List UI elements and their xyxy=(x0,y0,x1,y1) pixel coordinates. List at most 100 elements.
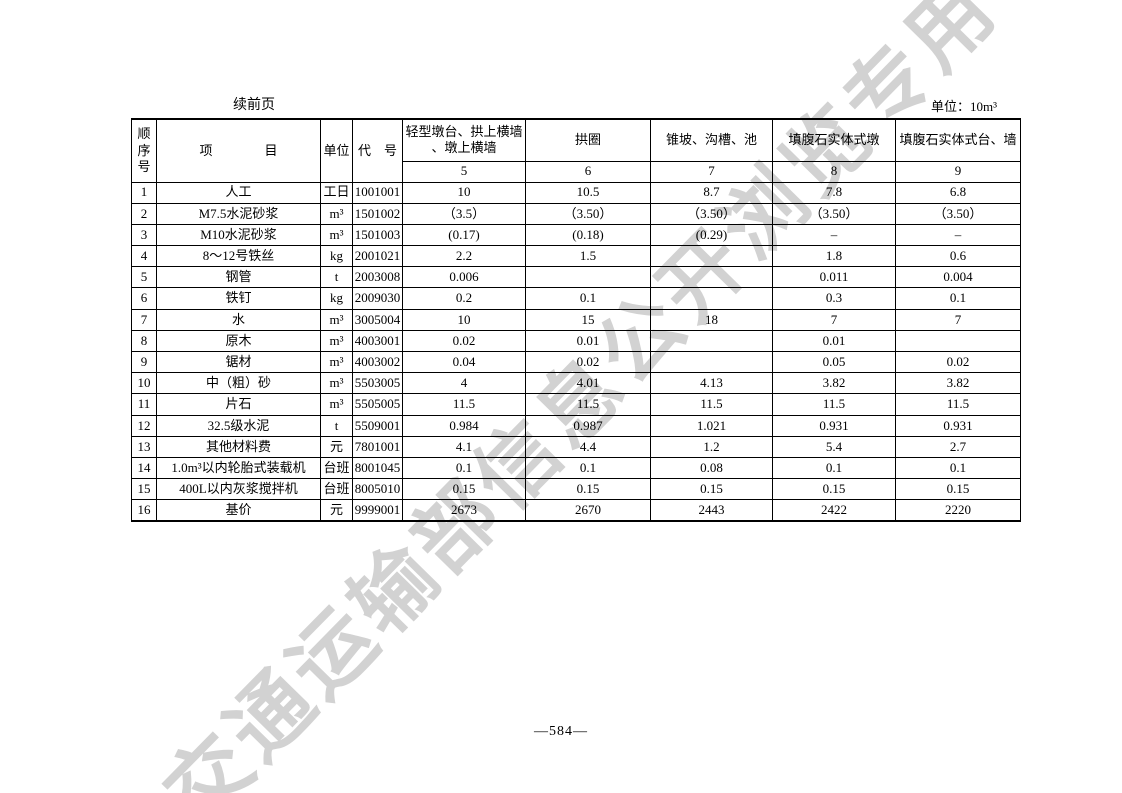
value-col7 xyxy=(650,329,773,353)
row-seq: 5 xyxy=(131,266,157,289)
value-col9: 3.82 xyxy=(895,372,1021,395)
table-row: 1 人工 工日 1001001 10 10.5 8.7 7.8 6.8 xyxy=(131,181,1021,204)
row-seq: 13 xyxy=(131,435,157,458)
value-col5: 0.04 xyxy=(402,350,526,374)
item-name: 1.0m³以内轮胎式装载机 xyxy=(156,456,321,480)
value-col7: 0.15 xyxy=(650,478,773,501)
value-col6: 2670 xyxy=(525,499,651,522)
item-name: 400L以内灰浆搅拌机 xyxy=(156,478,321,501)
row-seq: 14 xyxy=(131,456,157,480)
header-col-num-9: 9 xyxy=(895,160,1021,183)
value-col8: 0.01 xyxy=(772,329,896,353)
header-item: 项 目 xyxy=(156,118,321,183)
row-seq: 11 xyxy=(131,393,157,416)
item-code: 5509001 xyxy=(352,414,403,437)
row-seq: 3 xyxy=(131,223,157,247)
value-col5: 11.5 xyxy=(402,393,526,416)
value-col6: 0.1 xyxy=(525,287,651,310)
item-name: 8～12号铁丝 xyxy=(156,245,321,268)
header-code: 代 号 xyxy=(352,118,403,183)
value-col8: 11.5 xyxy=(772,393,896,416)
row-seq: 6 xyxy=(131,287,157,310)
item-name: 片石 xyxy=(156,393,321,416)
value-col9: 0.004 xyxy=(895,266,1021,289)
table-row: 15 400L以内灰浆搅拌机 台班 8005010 0.15 0.15 0.15… xyxy=(131,478,1021,501)
item-name: 钢管 xyxy=(156,266,321,289)
item-code: 2001021 xyxy=(352,245,403,268)
value-col8: – xyxy=(772,223,896,247)
item-unit: m³ xyxy=(320,329,353,353)
row-seq: 1 xyxy=(131,181,157,204)
header-col-6: 拱圈 xyxy=(525,118,651,162)
value-col7: 8.7 xyxy=(650,181,773,204)
value-col7: 11.5 xyxy=(650,393,773,416)
value-col7: 0.08 xyxy=(650,456,773,480)
value-col5: 10 xyxy=(402,308,526,331)
page-number: —584— xyxy=(534,724,588,739)
value-col9: （3.50） xyxy=(895,202,1021,225)
item-unit: 元 xyxy=(320,499,353,522)
value-col6: 1.5 xyxy=(525,245,651,268)
row-seq: 2 xyxy=(131,202,157,225)
value-col8: 7 xyxy=(772,308,896,331)
item-code: 8001045 xyxy=(352,456,403,480)
table-row: 11 片石 m³ 5505005 11.5 11.5 11.5 11.5 11.… xyxy=(131,393,1021,416)
item-unit: m³ xyxy=(320,223,353,247)
value-col5: 0.2 xyxy=(402,287,526,310)
item-unit: 台班 xyxy=(320,456,353,480)
value-col9 xyxy=(895,329,1021,353)
row-seq: 12 xyxy=(131,414,157,437)
value-col5: 0.1 xyxy=(402,456,526,480)
row-seq: 10 xyxy=(131,372,157,395)
value-col9: 0.1 xyxy=(895,456,1021,480)
header-col-8: 填腹石实体式墩 xyxy=(772,118,896,162)
header-col-5: 轻型墩台、拱上横墙 、墩上横墙 xyxy=(402,118,526,162)
table-row: 4 8～12号铁丝 kg 2001021 2.2 1.5 1.8 0.6 xyxy=(131,245,1021,268)
value-col5: 10 xyxy=(402,181,526,204)
value-col6: 0.987 xyxy=(525,414,651,437)
value-col6: 4.4 xyxy=(525,435,651,458)
header-col-7: 锥坡、沟槽、池 xyxy=(650,118,773,162)
value-col9: 0.02 xyxy=(895,350,1021,374)
value-col9: 7 xyxy=(895,308,1021,331)
table-header-number-row: 5 6 7 8 9 xyxy=(132,160,1021,183)
row-seq: 8 xyxy=(131,329,157,353)
value-col8: 0.3 xyxy=(772,287,896,310)
value-col5: 0.984 xyxy=(402,414,526,437)
quota-table: 顺序号 项 目 单位 代 号 轻型墩台、拱上横墙 、墩上横墙 拱圈 锥坡、沟槽、… xyxy=(131,118,1021,522)
table-row: 5 钢管 t 2003008 0.006 0.011 0.004 xyxy=(131,266,1021,289)
table-row: 2 M7.5水泥砂浆 m³ 1501002 （3.5） （3.50） （3.50… xyxy=(131,202,1021,225)
item-name: M10水泥砂浆 xyxy=(156,223,321,247)
table-row: 8 原木 m³ 4003001 0.02 0.01 0.01 xyxy=(131,329,1021,353)
row-seq: 7 xyxy=(131,308,157,331)
row-seq: 9 xyxy=(131,350,157,374)
value-col9: – xyxy=(895,223,1021,247)
item-unit: kg xyxy=(320,287,353,310)
value-col9: 11.5 xyxy=(895,393,1021,416)
value-col6: 0.01 xyxy=(525,329,651,353)
value-col6: 11.5 xyxy=(525,393,651,416)
item-unit: kg xyxy=(320,245,353,268)
value-col9: 0.1 xyxy=(895,287,1021,310)
value-col8: 0.011 xyxy=(772,266,896,289)
table-row: 14 1.0m³以内轮胎式装载机 台班 8001045 0.1 0.1 0.08… xyxy=(131,456,1021,480)
item-name: 32.5级水泥 xyxy=(156,414,321,437)
value-col5: 0.02 xyxy=(402,329,526,353)
item-name: 锯材 xyxy=(156,350,321,374)
header-col-9: 填腹石实体式台、墙 xyxy=(895,118,1021,162)
table-header-row: 顺序号 项 目 单位 代 号 轻型墩台、拱上横墙 、墩上横墙 拱圈 锥坡、沟槽、… xyxy=(131,118,1021,183)
item-code: 5503005 xyxy=(352,372,403,395)
value-col6: （3.50） xyxy=(525,202,651,225)
value-col5: 2.2 xyxy=(402,245,526,268)
value-col5: 2673 xyxy=(402,499,526,522)
item-code: 2003008 xyxy=(352,266,403,289)
value-col7: （3.50） xyxy=(650,202,773,225)
value-col6: 0.1 xyxy=(525,456,651,480)
item-code: 7801001 xyxy=(352,435,403,458)
header-col-num-8: 8 xyxy=(772,160,896,183)
item-code: 5505005 xyxy=(352,393,403,416)
value-col5: 4 xyxy=(402,372,526,395)
item-code: 1501002 xyxy=(352,202,403,225)
table-row: 13 其他材料费 元 7801001 4.1 4.4 1.2 5.4 2.7 xyxy=(131,435,1021,458)
